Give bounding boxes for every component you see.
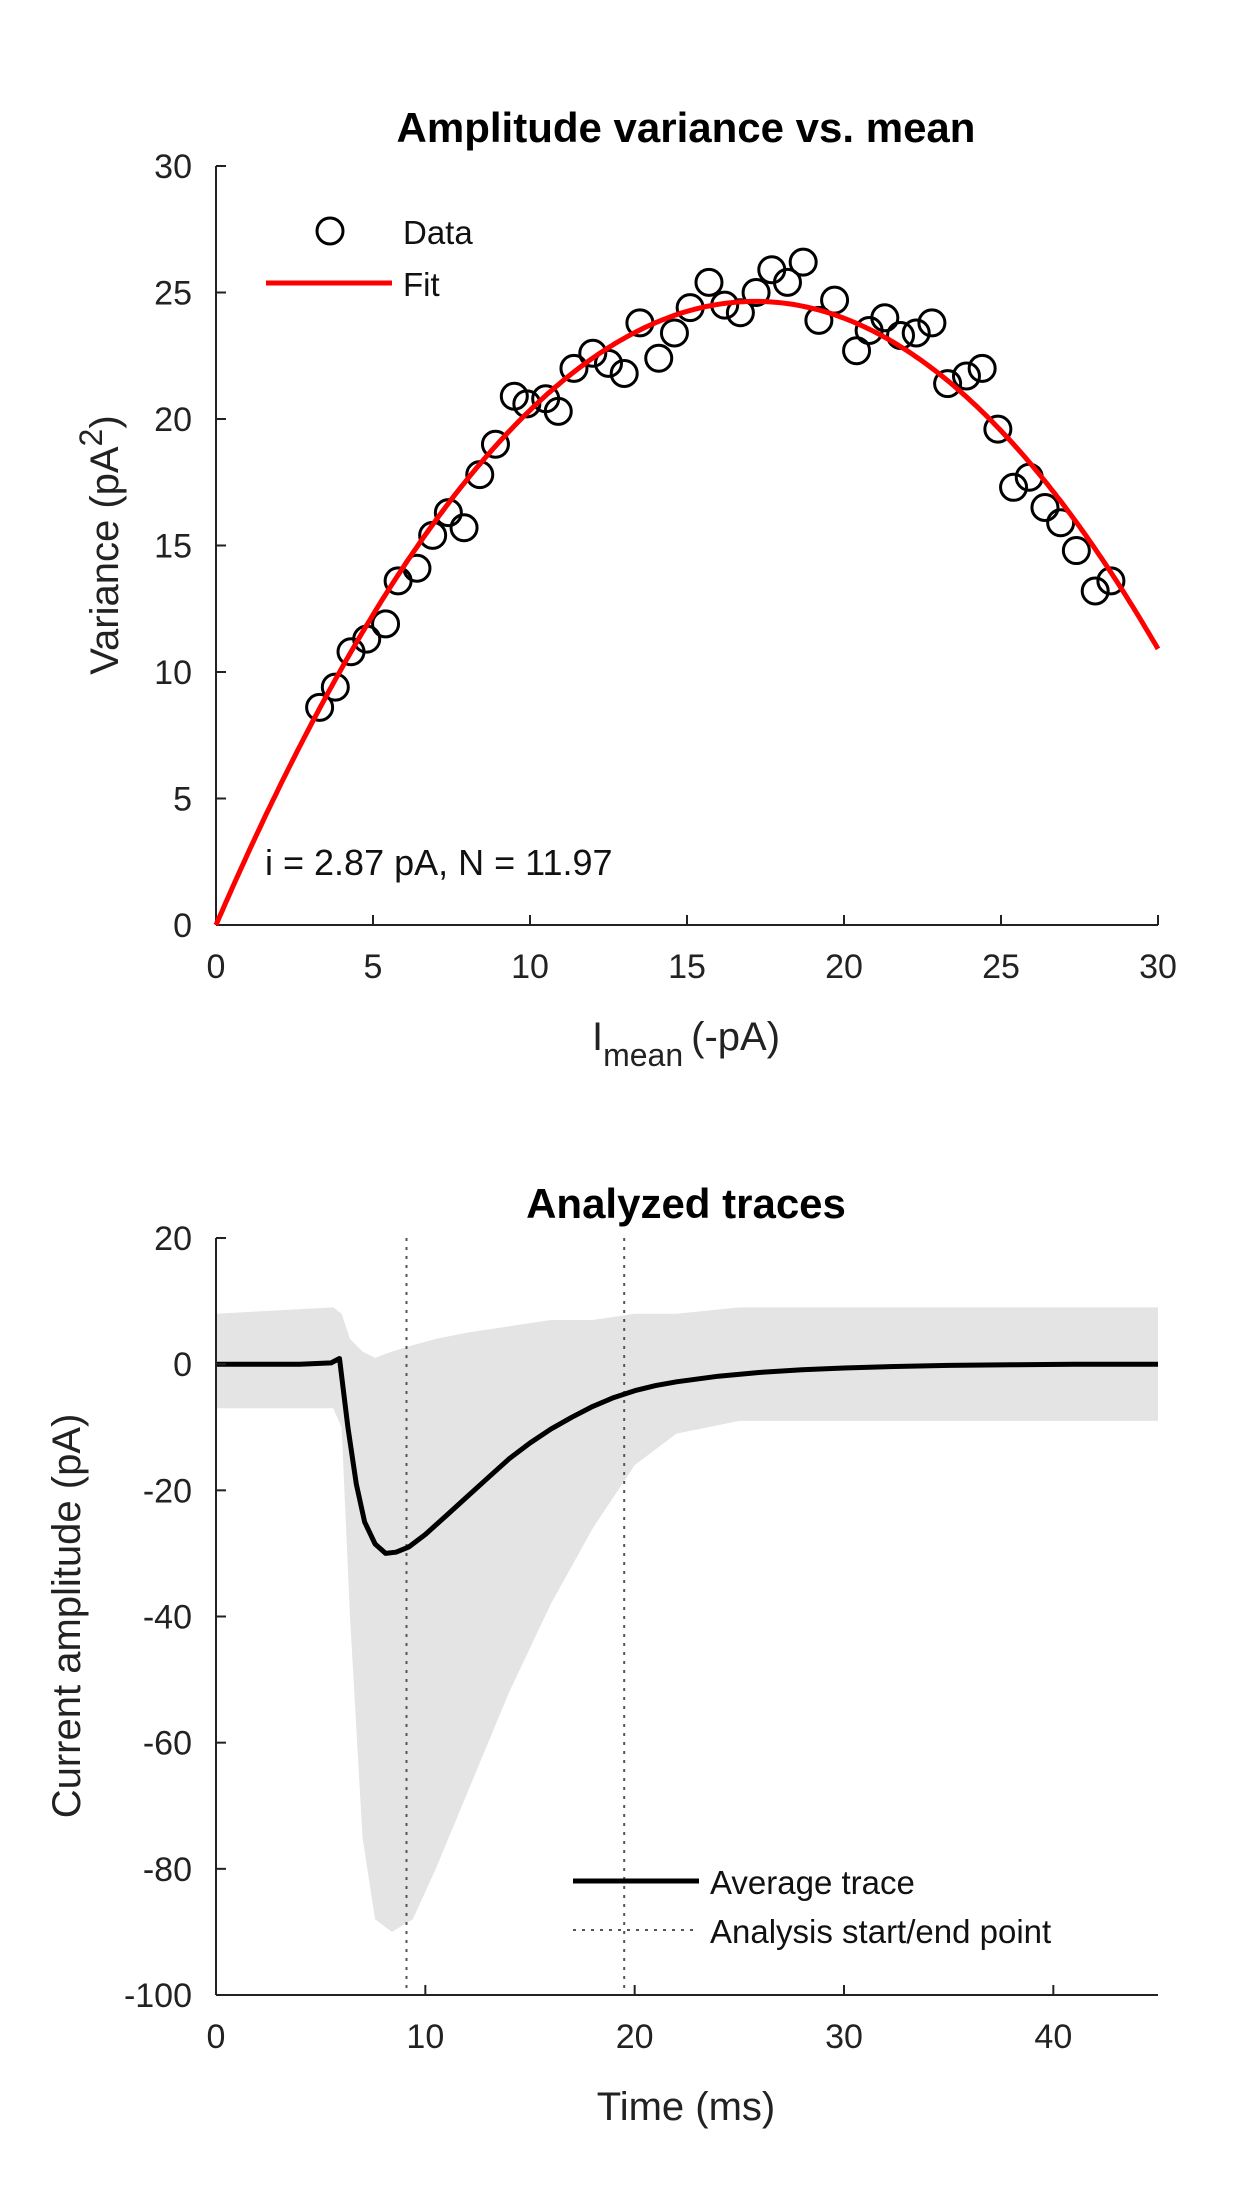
traces-plot: Analyzed traces 20 0 -20 -40 -60 -80 -100 0 10 2…: [45, 1180, 1158, 2129]
data-point: [870, 303, 900, 333]
data-point: [609, 358, 639, 388]
data-point: [933, 369, 963, 399]
legend-average-label: Average trace: [710, 1864, 915, 1901]
individual-traces-band: [216, 1307, 1158, 1932]
y-tick-label: 30: [154, 148, 192, 186]
data-point: [741, 278, 771, 307]
data-point: [983, 414, 1013, 444]
analysis-markers: [405, 1238, 626, 1995]
data-point: [1030, 493, 1060, 523]
legend-fit-label: Fit: [403, 266, 440, 303]
variance-y-label: Variance (pA2): [73, 415, 127, 674]
x-tick-label: 40: [1034, 2018, 1072, 2056]
variance-legend: Data Fit: [266, 214, 473, 303]
data-point: [951, 361, 981, 391]
y-tick-label: -60: [143, 1725, 192, 1763]
data-point: [371, 609, 401, 639]
x-tick-label: 30: [825, 2018, 863, 2056]
x-tick-label: 20: [825, 948, 863, 986]
data-point: [788, 247, 818, 277]
data-point: [999, 472, 1029, 502]
x-tick-label: 25: [982, 948, 1020, 986]
traces-x-ticks: 0 10 20 30 40: [207, 1985, 1072, 2056]
variance-x-ticks: 0 5 10 15 20 25 30: [207, 915, 1177, 986]
y-tick-label: 0: [173, 907, 192, 945]
y-tick-label: 20: [154, 1220, 192, 1258]
data-point: [820, 285, 850, 315]
traces-x-label: Time (ms): [597, 2085, 775, 2129]
y-tick-label: 25: [154, 275, 192, 313]
y-tick-label: -40: [143, 1599, 192, 1637]
fit-parameters-annotation: i = 2.87 pA, N = 11.97: [265, 842, 613, 883]
y-tick-label: 0: [173, 1346, 192, 1384]
variance-y-ticks: 0 5 10 15 20 25 30: [154, 148, 226, 945]
data-point: [480, 429, 510, 459]
data-point: [320, 672, 350, 702]
data-point: [578, 338, 608, 368]
y-tick-label: -20: [143, 1472, 192, 1510]
variance-x-label: Imean (-pA): [592, 1015, 780, 1073]
data-point: [772, 267, 802, 297]
y-tick-label: 15: [154, 528, 192, 566]
traces-y-ticks: 20 0 -20 -40 -60 -80 -100: [124, 1220, 226, 2015]
data-point: [644, 343, 674, 373]
legend-data-marker: [315, 216, 345, 246]
y-tick-label: -100: [124, 1977, 192, 2015]
traces-plot-title: Analyzed traces: [526, 1180, 846, 1227]
x-tick-label: 10: [511, 948, 549, 986]
y-tick-label: 10: [154, 654, 192, 692]
x-tick-label: 30: [1139, 948, 1177, 986]
traces-legend: Average trace Analysis start/end point: [573, 1864, 1051, 1950]
average-trace-line: [216, 1356, 1158, 1556]
variance-plot-title: Amplitude variance vs. mean: [397, 104, 976, 151]
data-point: [694, 267, 724, 297]
data-point: [901, 318, 931, 348]
variance-fit-curve: [213, 298, 1161, 926]
data-point: [1061, 536, 1091, 566]
x-tick-label: 20: [616, 2018, 654, 2056]
data-point: [543, 396, 573, 426]
data-point: [305, 692, 335, 722]
data-point: [659, 318, 689, 348]
y-tick-label: 20: [154, 401, 192, 439]
x-tick-label: 0: [207, 2018, 226, 2056]
y-tick-label: -80: [143, 1851, 192, 1889]
x-tick-label: 10: [406, 2018, 444, 2056]
legend-data-label: Data: [403, 214, 473, 251]
x-tick-label: 0: [207, 948, 226, 986]
traces-y-label: Current amplitude (pA): [45, 1414, 89, 1819]
data-point: [804, 305, 834, 335]
x-tick-label: 15: [668, 948, 706, 986]
legend-analysis-label: Analysis start/end point: [710, 1913, 1051, 1950]
y-tick-label: 5: [173, 781, 192, 819]
data-point: [559, 353, 589, 383]
variance-plot: Amplitude variance vs. mean 0 5 10 15 20 25 30…: [73, 104, 1177, 1073]
variance-data-points: [305, 247, 1126, 722]
data-point: [917, 308, 947, 338]
data-point: [449, 513, 479, 543]
data-point: [967, 353, 997, 383]
data-point: [1080, 576, 1110, 606]
x-tick-label: 5: [364, 948, 383, 986]
